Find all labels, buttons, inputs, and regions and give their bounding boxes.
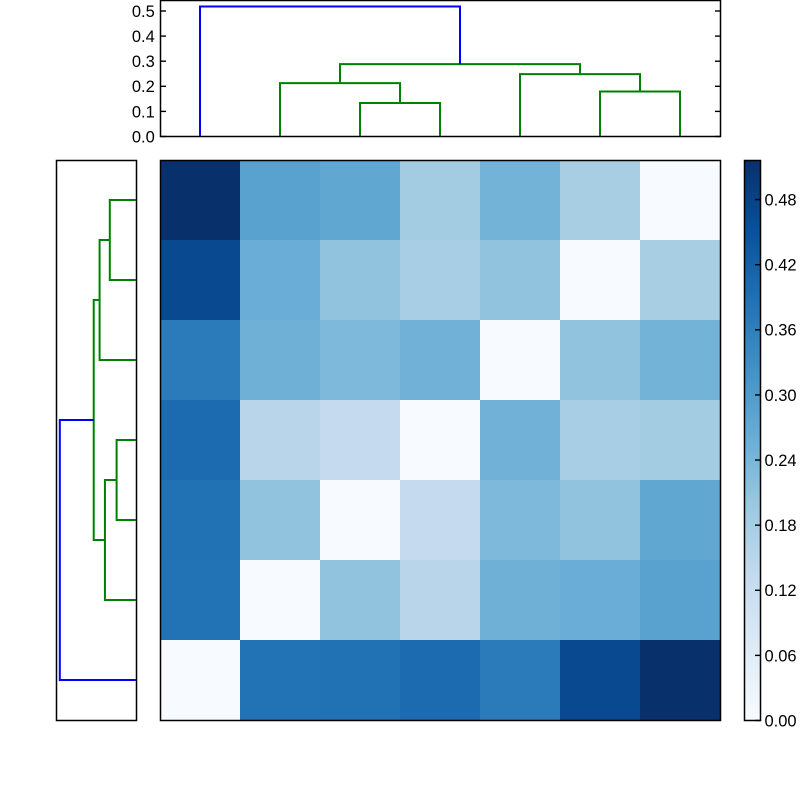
svg-text:0.48: 0.48 <box>765 192 797 210</box>
svg-text:0.06: 0.06 <box>765 647 797 665</box>
svg-text:0.4: 0.4 <box>132 28 155 46</box>
svg-text:0.1: 0.1 <box>132 103 155 121</box>
svg-text:0.36: 0.36 <box>765 322 797 340</box>
svg-text:0.2: 0.2 <box>132 78 155 96</box>
svg-text:0.3: 0.3 <box>132 53 155 71</box>
svg-text:0.18: 0.18 <box>765 517 797 535</box>
svg-text:0.42: 0.42 <box>765 257 797 275</box>
svg-text:0.12: 0.12 <box>765 582 797 600</box>
svg-text:0.30: 0.30 <box>765 387 797 405</box>
svg-text:0.24: 0.24 <box>765 452 797 470</box>
svg-text:0.00: 0.00 <box>765 712 797 730</box>
svg-text:0.5: 0.5 <box>132 3 155 21</box>
svg-text:0.0: 0.0 <box>132 128 155 146</box>
